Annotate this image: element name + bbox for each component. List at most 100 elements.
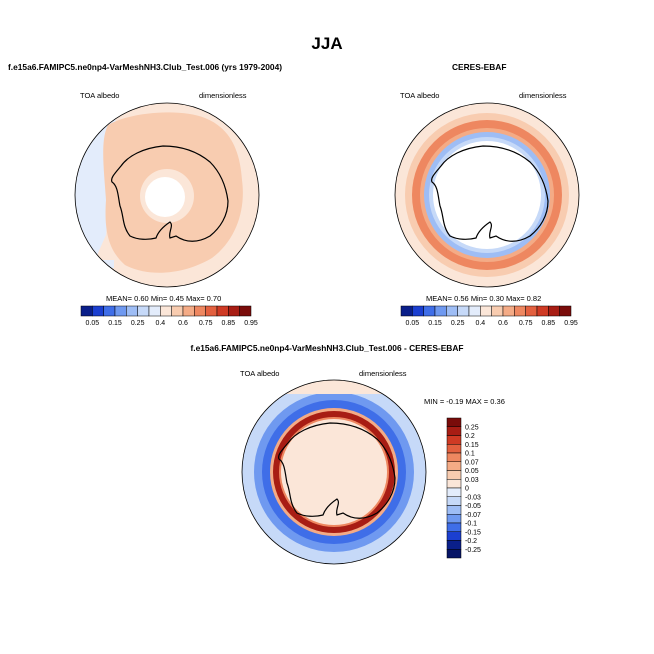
obs-map-border (394, 102, 580, 288)
diff-panel-title: f.e15a6.FAMIPC5.ne0np4-VarMeshNH3.Club_T… (190, 343, 464, 353)
obs-continent-field (433, 141, 541, 249)
obs-stats: MEAN= 0.56 Min= 0.30 Max= 0.82 (426, 294, 542, 303)
page-title: JJA (311, 34, 343, 53)
diff-colorbar-swatch (446, 461, 462, 471)
model-colorbar-swatch (103, 305, 116, 317)
diff-colorbar-swatch (446, 505, 462, 515)
diff-map (241, 379, 427, 565)
diff-colorbar-swatch (446, 514, 462, 524)
obs-colorbar-tick-label: 0.4 (475, 320, 485, 327)
model-colorbar-tick-label: 0.95 (244, 320, 258, 327)
obs-colorbar-swatch (434, 305, 447, 317)
diff-colorbar-swatch (446, 426, 462, 436)
diff-colorbar-tick-label: -0.1 (465, 521, 477, 528)
model-map-border (74, 102, 260, 288)
diff-colorbar-swatch (446, 531, 462, 541)
obs-colorbar-swatch (400, 305, 413, 317)
diff-colorbar-swatch (446, 452, 462, 462)
obs-colorbar-swatch (502, 305, 515, 317)
diff-colorbar-tick-label: 0 (465, 486, 469, 493)
diff-colorbar: 0.25 0.2 0.15 0.10.07 0.05 0.03 0-0.03 -0.05 -0.… (446, 417, 481, 559)
diff-colorbar-swatch (446, 435, 462, 445)
model-colorbar-swatch (239, 305, 252, 317)
diff-colorbar-tick-label: -0.07 (465, 512, 481, 519)
obs-colorbar-swatch (423, 305, 436, 317)
diff-colorbar-swatch (446, 479, 462, 489)
model-colorbar-swatch (114, 305, 127, 317)
diff-colorbar-tick-label: 0.1 (465, 451, 475, 458)
obs-colorbar-tick-label: 0.15 (428, 320, 442, 327)
model-colorbar-tick-label: 0.85 (222, 320, 236, 327)
diff-colorbar-swatch (446, 549, 462, 559)
model-colorbar-tick-label: 0.25 (131, 320, 145, 327)
diff-colorbar-tick-label: 0.2 (465, 433, 475, 440)
obs-colorbar-swatch (491, 305, 504, 317)
obs-colorbar-tick-label: 0.05 (406, 320, 420, 327)
diff-colorbar-tick-label: 0.07 (465, 459, 479, 466)
obs-colorbar-swatch (480, 305, 492, 317)
model-colorbar-swatch (205, 305, 218, 317)
obs-map (394, 102, 580, 288)
obs-units-label: dimensionless (519, 91, 567, 100)
obs-colorbar-swatch (548, 305, 560, 317)
obs-colorbar-tick-label: 0.75 (519, 320, 533, 327)
obs-colorbar-swatch (412, 305, 424, 317)
diff-colorbar-swatch (446, 496, 462, 506)
model-colorbar-swatch (160, 305, 172, 317)
diff-colorbar-tick-label: -0.15 (465, 529, 481, 536)
model-colorbar-tick-label: 0.75 (199, 320, 213, 327)
obs-colorbar-tick-label: 0.85 (542, 320, 556, 327)
diff-colorbar-tick-label: 0.15 (465, 442, 479, 449)
model-colorbar-swatch (148, 305, 161, 317)
diff-colorbar-tick-label: 0.03 (465, 477, 479, 484)
obs-colorbar-tick-label: 0.6 (498, 320, 508, 327)
model-pole-hole (145, 177, 185, 217)
diff-colorbar-tick-label: 0.25 (465, 424, 479, 431)
obs-colorbar-swatch (446, 305, 458, 317)
model-colorbar-swatch (92, 305, 104, 317)
obs-colorbar-swatch (525, 305, 538, 317)
model-map (74, 102, 260, 288)
diff-colorbar-tick-label: 0.05 (465, 468, 479, 475)
model-colorbar-tick-label: 0.6 (178, 320, 188, 327)
model-colorbar-swatch (194, 305, 206, 317)
obs-colorbar-swatch (457, 305, 470, 317)
diff-colorbar-swatch (446, 470, 462, 480)
model-colorbar-swatch (216, 305, 229, 317)
diff-colorbar-swatch (446, 417, 462, 427)
obs-colorbar-swatch (559, 305, 572, 317)
diff-colorbar-tick-label: -0.05 (465, 503, 481, 510)
model-colorbar-swatch (228, 305, 240, 317)
model-colorbar-swatch (137, 305, 150, 317)
obs-colorbar-swatch (468, 305, 481, 317)
diff-top-patch (242, 380, 426, 394)
obs-colorbar-tick-label: 0.25 (451, 320, 465, 327)
diff-variable-label: TOA albedo (240, 369, 280, 378)
model-stats: MEAN= 0.60 Min= 0.45 Max= 0.70 (106, 294, 222, 303)
diff-colorbar-tick-label: -0.25 (465, 547, 481, 554)
model-colorbar-tick-label: 0.4 (155, 320, 165, 327)
model-ocean-patch (100, 260, 114, 268)
model-colorbar-tick-label: 0.05 (86, 320, 100, 327)
obs-colorbar-tick-label: 0.95 (564, 320, 578, 327)
obs-panel-title: CERES-EBAF (452, 62, 507, 72)
diff-units-label: dimensionless (359, 369, 407, 378)
model-variable-label: TOA albedo (80, 91, 120, 100)
diff-continent-field (281, 419, 387, 525)
diff-map-border (241, 379, 427, 565)
diff-stats: MIN = -0.19 MAX = 0.36 (424, 397, 505, 406)
model-colorbar-tick-label: 0.15 (108, 320, 122, 327)
model-colorbar-swatch (182, 305, 195, 317)
model-colorbar-swatch (80, 305, 93, 317)
obs-colorbar-swatch (536, 305, 549, 317)
obs-colorbar-swatch (514, 305, 526, 317)
model-colorbar: 0.05 0.15 0.25 0.4 0.6 0.75 0.85 0.95 (80, 305, 258, 327)
diff-colorbar-swatch (446, 522, 462, 532)
model-colorbar-swatch (126, 305, 138, 317)
model-panel-title: f.e15a6.FAMIPC5.ne0np4-VarMeshNH3.Club_T… (8, 62, 283, 72)
diff-colorbar-tick-label: -0.03 (465, 494, 481, 501)
diff-colorbar-swatch (446, 487, 462, 497)
model-units-label: dimensionless (199, 91, 247, 100)
model-colorbar-swatch (171, 305, 184, 317)
